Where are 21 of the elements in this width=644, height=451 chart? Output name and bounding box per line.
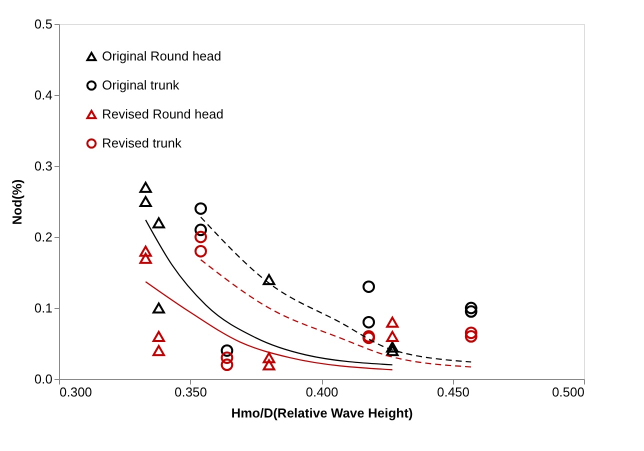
y-axis-title: Nod(%): [9, 179, 24, 225]
y-tick-label: 0.5: [34, 16, 52, 32]
y-tick-label: 0.4: [34, 88, 52, 102]
line-series: [145, 281, 393, 370]
line-series: [200, 259, 472, 368]
x-tick-label: 0.400: [306, 384, 338, 400]
x-tick-label: 0.500: [552, 384, 584, 400]
x-tick-label: 0.300: [60, 384, 92, 400]
x-axis-title: Hmo/D(Relative Wave Height): [231, 406, 413, 420]
y-tick-label: 0.2: [34, 230, 52, 244]
line-series: [200, 216, 472, 363]
y-tick-label: 0.1: [34, 300, 52, 316]
x-tick-label: 0.450: [436, 384, 470, 400]
legend-label: Original trunk: [102, 78, 180, 92]
y-tick-label: 0.3: [34, 158, 52, 174]
line-series: [145, 219, 393, 366]
y-tick-label: 0.0: [34, 372, 52, 386]
x-tick-label: 0.350: [174, 384, 208, 400]
legend-label: Revised Round head: [102, 106, 224, 122]
legend-label: Revised trunk: [102, 136, 182, 150]
legend-label: Original Round head: [102, 48, 222, 64]
